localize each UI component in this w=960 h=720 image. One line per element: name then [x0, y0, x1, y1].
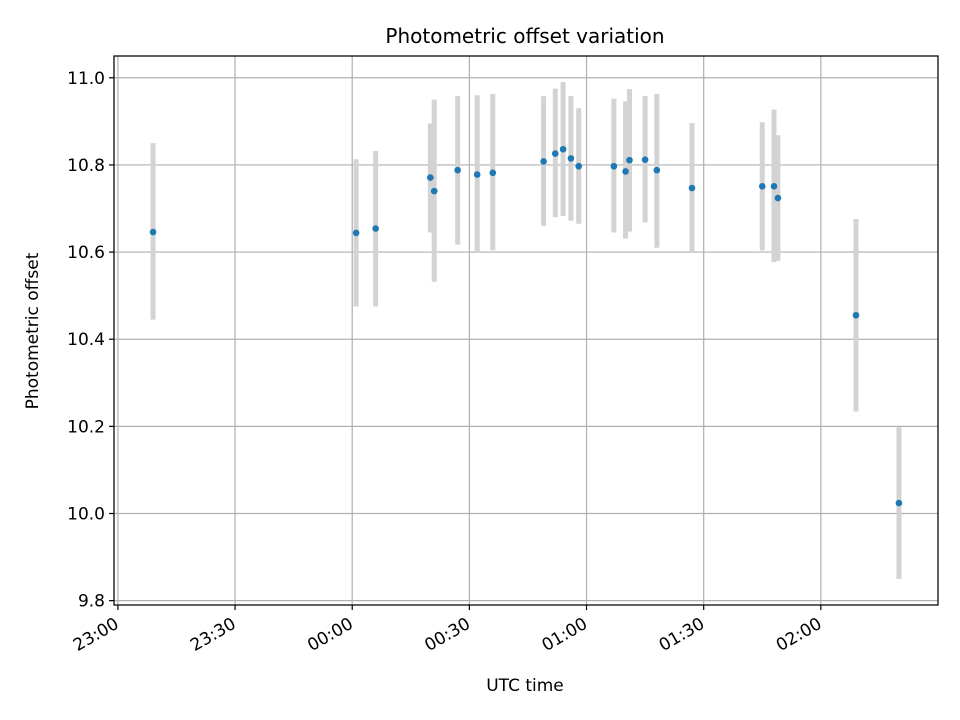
data-point [551, 150, 559, 157]
chart-title: Photometric offset variation [385, 24, 664, 48]
y-tick-label: 10.2 [67, 417, 105, 437]
data-point [641, 156, 649, 163]
data-point [852, 311, 860, 319]
data-point [473, 171, 481, 178]
data-point [774, 194, 782, 202]
grid [114, 56, 938, 605]
data-point [626, 156, 633, 164]
y-tick-label: 10.0 [67, 505, 105, 525]
data-point [372, 225, 379, 232]
data-point [559, 145, 567, 153]
y-tick-label: 10.4 [67, 330, 105, 350]
y-tick-label: 10.6 [67, 243, 105, 263]
data-point [454, 166, 461, 174]
y-axis: 9.8 10.0 10.2 10.4 10.6 10.8 11.0 [67, 69, 114, 612]
data-point [770, 182, 778, 190]
data-point [622, 168, 629, 175]
data-point [489, 169, 497, 177]
y-tick-label: 10.8 [67, 156, 105, 176]
data-point [540, 158, 547, 165]
data-point [430, 187, 438, 195]
data-point [352, 229, 360, 237]
y-tick-label: 9.8 [78, 592, 105, 612]
x-axis-title: UTC time [486, 676, 564, 696]
y-tick-label: 11.0 [67, 69, 105, 89]
data-point [610, 162, 618, 170]
data-point [567, 155, 575, 162]
data-points [149, 145, 903, 507]
data-point [575, 162, 583, 170]
data-point [758, 182, 766, 190]
data-point [427, 174, 434, 181]
data-point [653, 166, 661, 174]
plot-frame [113, 55, 939, 606]
y-axis-title: Photometric offset [23, 252, 43, 409]
data-point [149, 228, 157, 236]
data-point [688, 184, 696, 192]
data-point [895, 499, 903, 507]
